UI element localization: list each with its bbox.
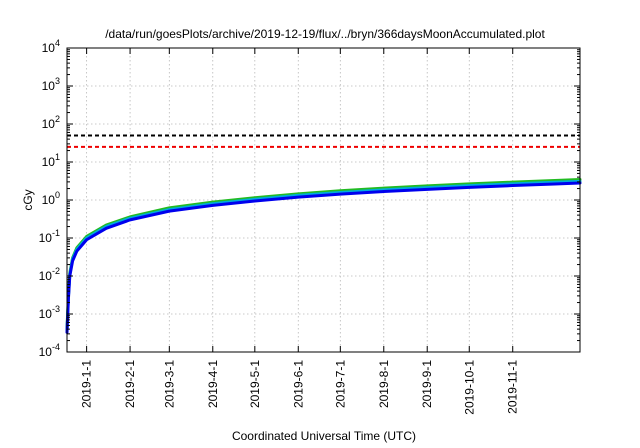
x-tick-label: 2019-4-1 [206,360,220,408]
y-tick-label: 10-3 [39,304,60,321]
x-tick-label: 2019-9-1 [420,360,434,408]
series-line [65,179,582,332]
x-tick-label: 2019-2-1 [123,360,137,408]
threshold-lines [67,134,580,148]
x-axis-title: Coordinated Universal Time (UTC) [232,429,416,443]
grid-lines [67,48,580,352]
series-line [65,181,582,334]
y-tick-label: 101 [42,152,60,169]
y-tick-label: 10-1 [39,228,60,245]
y-tick-label: 10-4 [39,342,60,359]
chart-title: /data/run/goesPlots/archive/2019-12-19/f… [105,27,545,41]
x-tick-label: 2019-5-1 [248,360,262,408]
x-tick-label: 2019-7-1 [333,360,347,408]
y-axis-title: cGy [21,189,35,210]
y-tick-label: 104 [42,38,60,55]
y-tick-label: 100 [42,190,60,207]
x-tick-labels: 2019-1-1 2019-2-1 2019-3-1 2019-4-1 2019-5-1… [80,360,520,415]
x-tick-label: 2019-11-1 [506,360,520,414]
x-tick-label: 2019-1-1 [80,360,94,408]
y-tick-label: 103 [42,76,60,93]
y-tick-labels: 10-4 10-3 10-2 10-1 100 101 102 103 104 [39,38,60,359]
x-tick-label: 2019-6-1 [291,360,305,408]
data-series [65,178,582,334]
x-tick-label: 2019-3-1 [162,360,176,408]
y-tick-label: 10-2 [39,266,60,283]
x-tick-label: 2019-10-1 [462,360,476,415]
y-tick-label: 102 [42,114,60,131]
series-line [65,178,582,331]
axis-ticks [67,47,580,353]
x-tick-label: 2019-8-1 [377,360,391,408]
